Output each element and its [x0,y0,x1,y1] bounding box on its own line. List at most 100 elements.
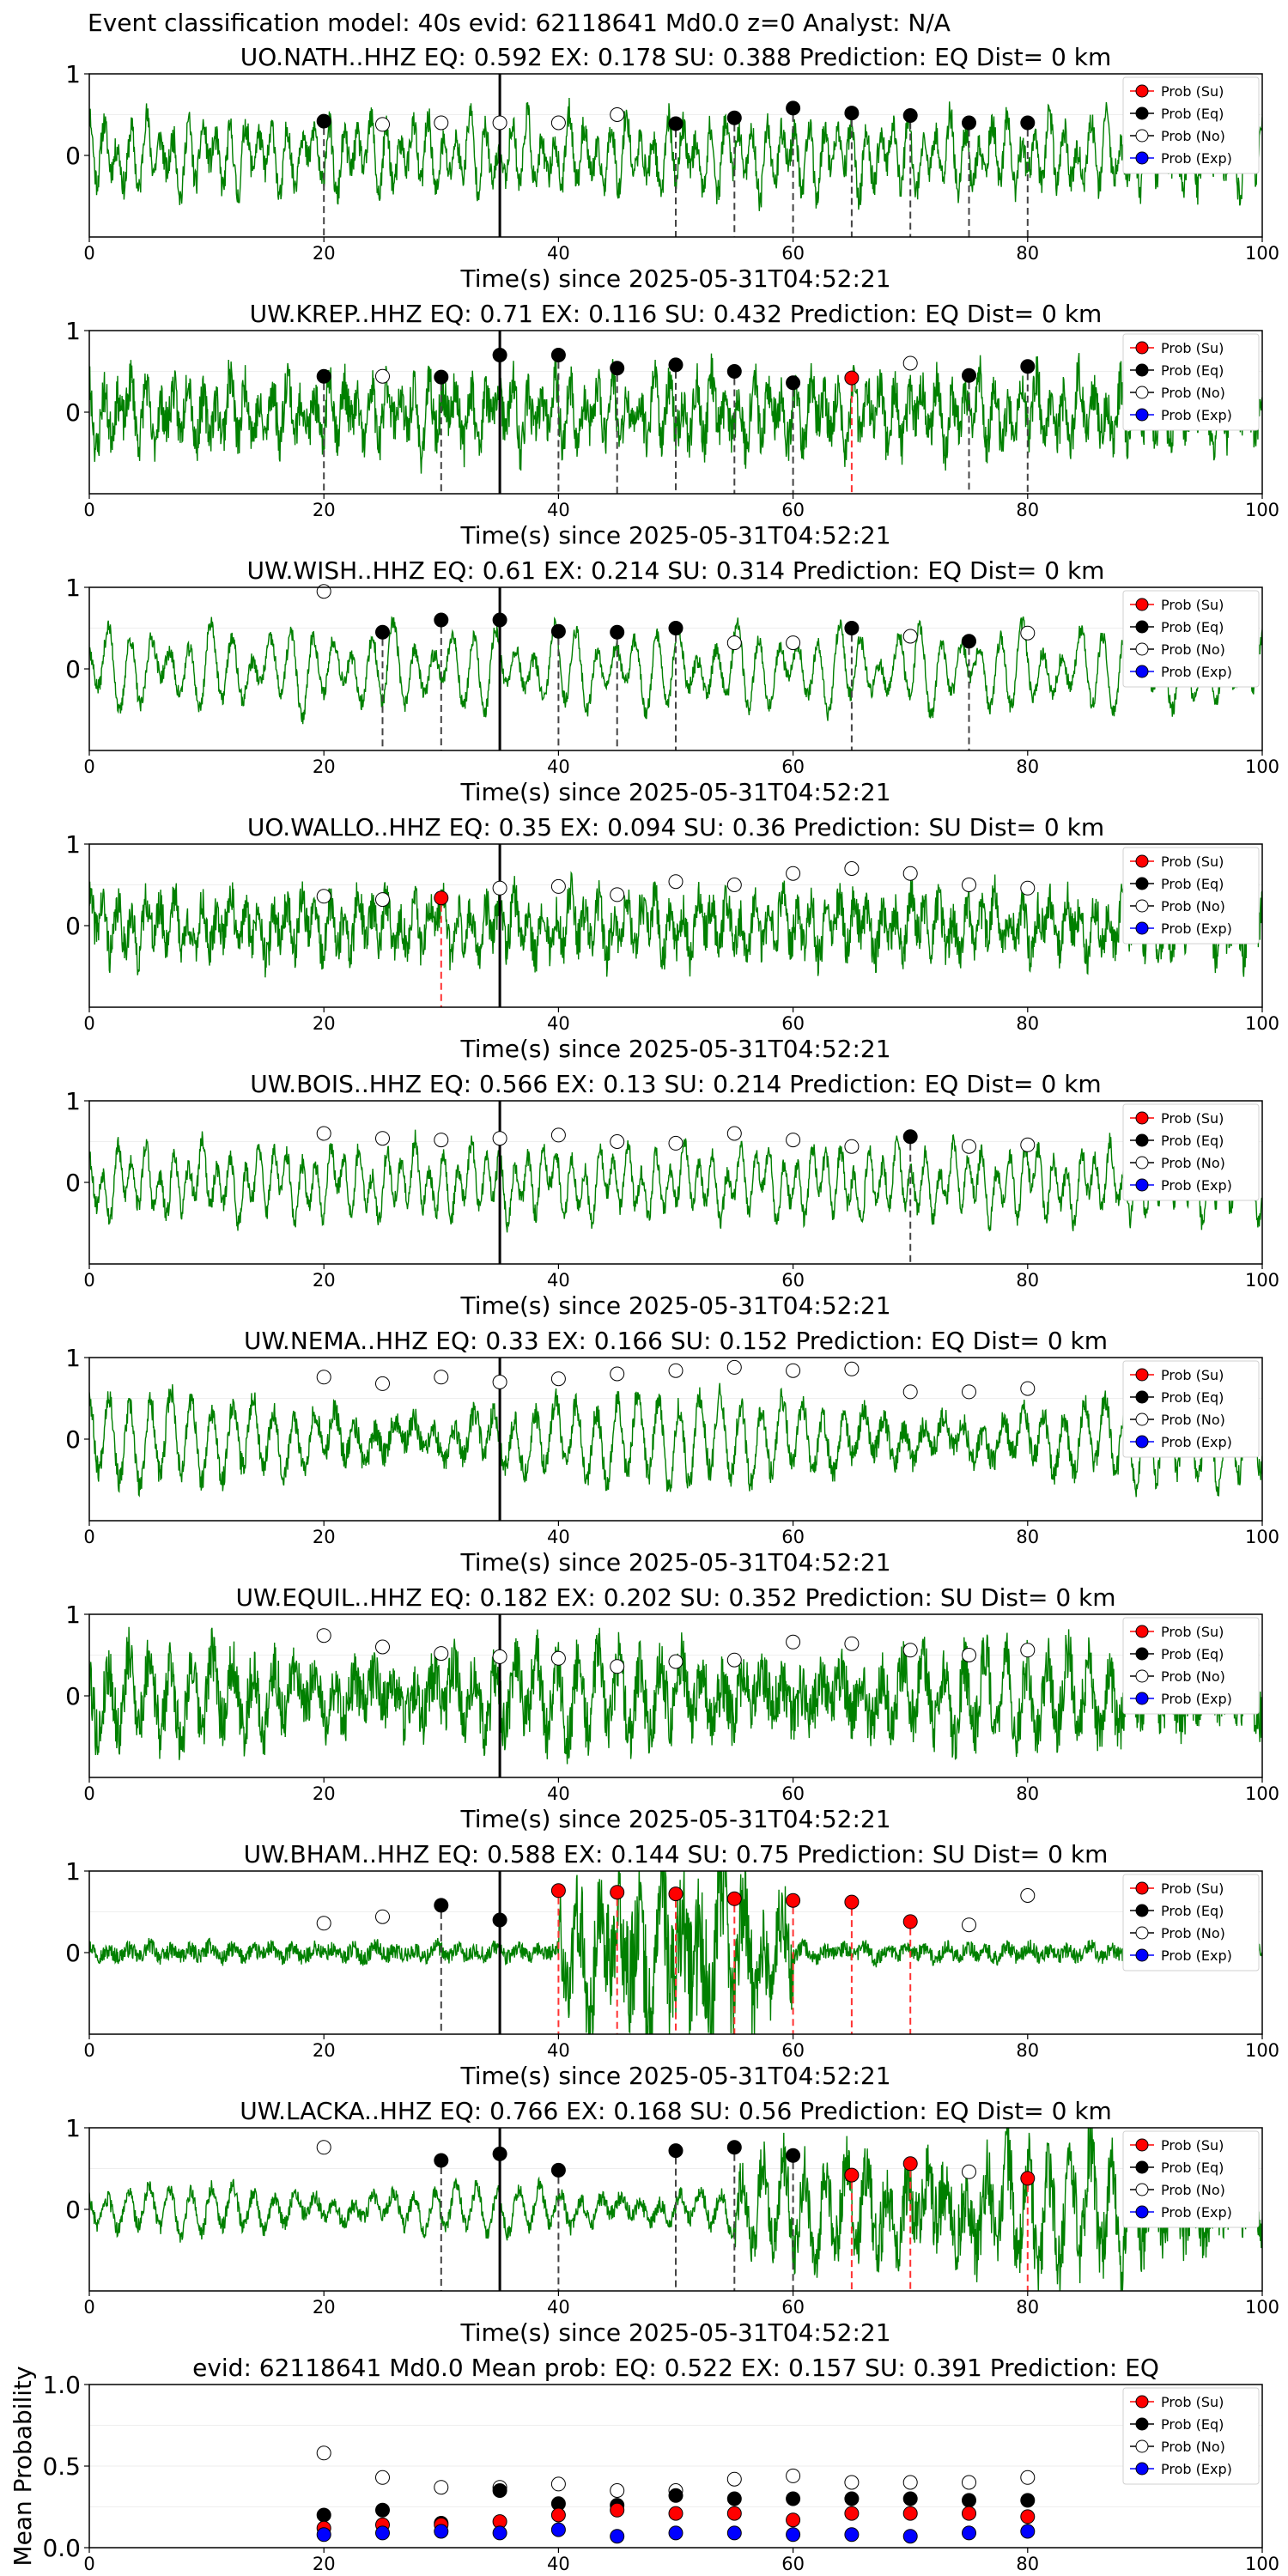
station-panel-9-xtick-label: 20 [313,2297,336,2318]
station-panel-8-prob-point-eq [434,1898,449,1913]
station-panel-8-legend-label-exp: Prob (Exp) [1161,1947,1232,1964]
station-panel-4-legend [1122,847,1260,945]
station-panel-3-prob-point-eq [668,621,683,635]
mean-panel-mean-point-exp [962,2525,976,2541]
station-panel-6-prob-point-no [610,1366,625,1382]
station-panel-7-legend-marker-eq [1135,1647,1149,1661]
mean-panel-mean-point-exp [668,2525,683,2541]
station-panel-2-prob-point-eq [434,369,449,385]
station-panel-3-ytick-label: 1 [65,574,81,602]
station-panel-9-legend-marker-exp [1135,2205,1149,2219]
station-panel-7-prob-point-no [726,1652,742,1668]
station-panel-2-prob-point-no [375,368,390,384]
station-panel-6-prob-point-no [962,1384,976,1400]
station-panel-7-legend-label-su: Prob (Su) [1161,1624,1224,1640]
station-panel-8: UW.BHAM..HHZ EQ: 0.588 EX: 0.144 SU: 0.7… [65,1840,1279,2090]
mean-panel-mean-point-eq [962,2493,976,2508]
station-panel-9-prob-point-eq [786,2148,801,2163]
mean-panel-mean-point-no [610,2483,625,2498]
station-panel-3-prob-point-eq [844,621,860,635]
station-panel-8-xtick-label: 60 [781,2040,805,2061]
mean-panel-mean-point-exp [434,2524,449,2539]
station-panel-4-legend-marker-eq [1135,877,1149,890]
station-panel-5-prob-point-no [550,1127,566,1143]
station-panel-1-legend [1122,76,1260,174]
station-panel-5-prob-point-no [610,1134,625,1149]
station-panel-5-legend-label-su: Prob (Su) [1161,1110,1224,1127]
station-panel-2-prob-point-eq [668,357,683,373]
station-panel-9-xtick-label: 40 [547,2297,570,2318]
station-panel-7-ytick-label: 1 [65,1601,81,1629]
station-panel-8-prob-point-no [1020,1888,1036,1903]
mean-panel-ylabel: Mean Probability [9,2366,37,2566]
station-panel-9-legend-label-exp: Prob (Exp) [1161,2204,1232,2221]
station-panel-3-xlabel: Time(s) since 2025-05-31T04:52:21 [459,778,890,806]
station-panel-7-legend-label-eq: Prob (Eq) [1161,1646,1224,1662]
station-panel-8-legend-marker-su [1135,1881,1149,1895]
station-panel-6-waveform [89,1381,1262,1498]
station-panel-1-prob-point-eq [786,100,801,116]
station-panel-9-prob-point-su [902,2156,918,2172]
mean-panel-legend-label-exp: Prob (Exp) [1161,2461,1232,2477]
station-panel-4-xtick-label: 80 [1016,1013,1039,1034]
station-panel-4-legend-marker-no [1135,899,1149,913]
station-panel-5-prob-point-eq [902,1129,918,1145]
station-panel-5-legend-marker-no [1135,1156,1149,1170]
station-panel-1-legend-marker-eq [1135,106,1149,120]
station-panel-3-legend-marker-no [1135,642,1149,656]
station-panel-7-xlabel: Time(s) since 2025-05-31T04:52:21 [459,1805,890,1833]
station-panel-8-legend-label-su: Prob (Su) [1161,1880,1224,1897]
station-panel-6-title: UW.NEMA..HHZ EQ: 0.33 EX: 0.166 SU: 0.15… [244,1327,1108,1355]
station-panel-5-prob-point-no [668,1135,683,1151]
station-panel-8-prob-point-su [668,1886,683,1902]
station-panel-5-prob-point-no [434,1133,449,1148]
station-panel-8-xtick-label: 0 [83,2040,94,2061]
station-panel-4-legend-label-exp: Prob (Exp) [1161,920,1232,937]
station-panel-3-waveform [89,616,1262,725]
station-panel-4-waveform [89,871,1262,978]
mean-panel-mean-point-exp [550,2522,566,2537]
mean-panel-mean-point-exp [844,2527,860,2543]
station-panel-8-legend-marker-no [1135,1926,1149,1940]
station-panel-7-xtick-label: 80 [1016,1783,1039,1804]
station-panel-3-prob-point-no [726,635,742,651]
station-panel-2-prob-point-eq [726,364,742,379]
station-panel-8-xtick-label: 100 [1245,2040,1279,2061]
station-panel-1-prob-point-eq [962,115,976,131]
station-panel-7-xtick-label: 0 [83,1783,94,1804]
station-panel-8-title: UW.BHAM..HHZ EQ: 0.588 EX: 0.144 SU: 0.7… [244,1840,1109,1868]
station-panel-4-prob-point-no [550,878,566,894]
station-panel-5-axes-frame [88,1100,1263,1265]
station-panel-6-prob-point-no [316,1370,331,1385]
station-panel-2-xtick-label: 0 [83,500,94,520]
station-panel-3-xtick-label: 40 [547,756,570,777]
mean-panel: evid: 62118641 Md0.0 Mean prob: EQ: 0.52… [9,2354,1279,2574]
station-panel-6-prob-point-no [844,1361,860,1376]
station-panel-8-prob-point-su [786,1893,801,1908]
mean-panel-mean-point-no [1020,2470,1036,2485]
station-panel-9: UW.LACKA..HHZ EQ: 0.766 EX: 0.168 SU: 0.… [65,2097,1279,2347]
station-panel-3-prob-point-eq [962,634,976,649]
mean-panel-mean-point-eq [844,2491,860,2506]
station-panel-4-legend-marker-exp [1135,921,1149,935]
station-panel-7: UW.EQUIL..HHZ EQ: 0.182 EX: 0.202 SU: 0.… [65,1583,1279,1833]
station-panel-7-prob-point-no [786,1634,801,1649]
station-panel-5-legend-label-no: Prob (No) [1161,1155,1225,1171]
station-panel-7-prob-point-no [434,1646,449,1662]
station-panel-9-xlabel: Time(s) since 2025-05-31T04:52:21 [459,2318,890,2347]
station-panel-1-prob-point-no [610,107,625,122]
station-panel-4-ytick-label: 0 [65,912,81,940]
station-panel-1-xtick-label: 60 [781,243,805,264]
station-panel-4-prob-point-no [668,874,683,890]
station-panel-1-prob-point-no [375,117,390,132]
mean-panel-mean-point-eq [902,2491,918,2506]
station-panel-1-prob-point-eq [844,106,860,121]
station-panel-5-xtick-label: 80 [1016,1270,1039,1291]
station-panel-2-xtick-label: 20 [313,500,336,520]
station-panel-1: UO.NATH..HHZ EQ: 0.592 EX: 0.178 SU: 0.3… [65,43,1279,293]
mean-panel-xtick-label: 40 [547,2554,570,2574]
mean-panel-legend-label-su: Prob (Su) [1161,2394,1224,2410]
station-panel-6-legend-label-eq: Prob (Eq) [1161,1389,1224,1406]
station-panel-6-legend [1122,1360,1260,1458]
station-panel-9-legend-label-no: Prob (No) [1161,2182,1225,2198]
